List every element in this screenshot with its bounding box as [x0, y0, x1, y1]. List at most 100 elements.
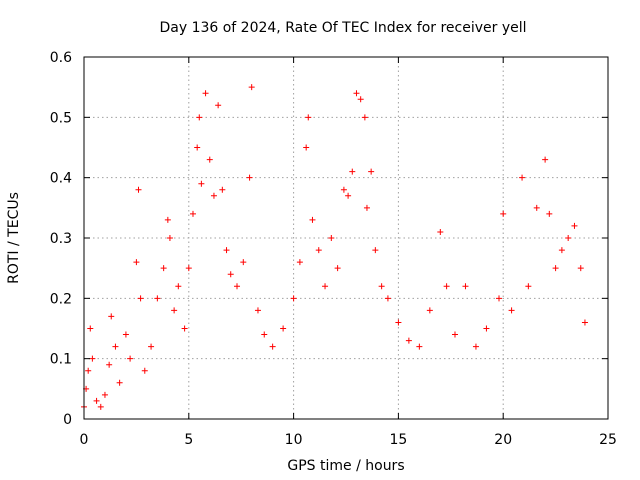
data-point: [322, 283, 329, 290]
data-point: [361, 114, 368, 121]
y-tick-label: 0.1: [50, 352, 72, 368]
data-point: [558, 247, 565, 254]
data-point: [175, 283, 182, 290]
data-point: [148, 343, 155, 350]
data-point: [472, 343, 479, 350]
data-point: [353, 90, 360, 97]
data-point: [101, 391, 108, 398]
x-tick-label: 15: [389, 432, 407, 448]
data-point: [395, 319, 402, 326]
data-point: [437, 228, 444, 235]
data-point: [112, 343, 119, 350]
data-point: [89, 355, 96, 362]
data-point: [372, 247, 379, 254]
data-point: [443, 283, 450, 290]
data-point: [384, 295, 391, 302]
x-tick-label: 5: [184, 432, 193, 448]
data-point: [164, 216, 171, 223]
data-point: [116, 379, 123, 386]
data-point: [315, 247, 322, 254]
data-point: [127, 355, 134, 362]
data-point: [345, 192, 352, 199]
data-point: [106, 361, 113, 368]
data-point: [546, 210, 553, 217]
data-point: [261, 331, 268, 338]
data-point: [533, 204, 540, 211]
data-point: [496, 295, 503, 302]
data-point: [483, 325, 490, 332]
data-point: [349, 168, 356, 175]
data-point: [189, 210, 196, 217]
data-point: [552, 265, 559, 272]
data-point: [93, 397, 100, 404]
axis-ticks: 0 0.1 0.2 0.3 0.4 0.5 0.6 0 5 10 15 20 25: [50, 50, 617, 448]
data-point: [357, 96, 364, 103]
data-point: [462, 283, 469, 290]
data-point: [210, 192, 217, 199]
y-tick-label: 0.2: [50, 291, 72, 307]
y-tick-label: 0.3: [50, 231, 72, 247]
chart-title: Day 136 of 2024, Rate Of TEC Index for r…: [159, 20, 526, 36]
data-point: [154, 295, 161, 302]
data-point: [305, 114, 312, 121]
data-point: [234, 283, 241, 290]
data-point: [405, 337, 412, 344]
data-point: [194, 144, 201, 151]
data-point: [571, 222, 578, 229]
x-tick-label: 0: [80, 432, 89, 448]
data-point: [542, 156, 549, 163]
data-point: [185, 265, 192, 272]
data-point: [202, 90, 209, 97]
data-point: [219, 186, 226, 193]
data-point: [254, 307, 261, 314]
y-tick-label: 0.4: [50, 171, 72, 187]
data-point: [97, 403, 104, 410]
data-point: [246, 174, 253, 181]
data-point: [122, 331, 129, 338]
data-point: [181, 325, 188, 332]
data-point: [309, 216, 316, 223]
data-point: [340, 186, 347, 193]
data-point: [581, 319, 588, 326]
y-axis-label: ROTI / TECUs: [6, 192, 22, 284]
data-point: [160, 265, 167, 272]
data-point: [451, 331, 458, 338]
data-point: [334, 265, 341, 272]
data-point: [166, 235, 173, 241]
data-point: [303, 144, 310, 151]
data-point: [198, 180, 205, 187]
data-point: [363, 204, 370, 211]
data-point: [223, 247, 230, 254]
data-point: [525, 283, 532, 290]
data-point: [519, 174, 526, 181]
x-axis-label: GPS time / hours: [287, 458, 404, 474]
data-point: [196, 114, 203, 121]
data-point: [290, 295, 297, 302]
data-point: [135, 186, 142, 193]
data-point: [133, 259, 140, 266]
data-point: [508, 307, 515, 314]
data-point: [171, 307, 178, 314]
data-point: [248, 84, 255, 91]
x-tick-label: 20: [494, 432, 512, 448]
data-point: [240, 259, 247, 266]
data-point: [416, 343, 423, 350]
data-point: [280, 325, 287, 332]
data-point: [378, 283, 385, 290]
grid-lines: [84, 57, 608, 419]
data-point: [500, 210, 507, 217]
y-tick-label: 0: [63, 412, 72, 428]
data-point: [269, 343, 276, 350]
x-tick-label: 25: [599, 432, 617, 448]
data-points: [81, 84, 588, 410]
data-point: [215, 102, 222, 109]
data-point: [577, 265, 584, 272]
data-point: [85, 367, 92, 374]
data-point: [328, 235, 335, 241]
data-point: [368, 168, 375, 175]
data-point: [565, 235, 572, 241]
data-point: [296, 259, 303, 266]
y-tick-label: 0.6: [50, 50, 72, 66]
data-point: [227, 271, 234, 278]
